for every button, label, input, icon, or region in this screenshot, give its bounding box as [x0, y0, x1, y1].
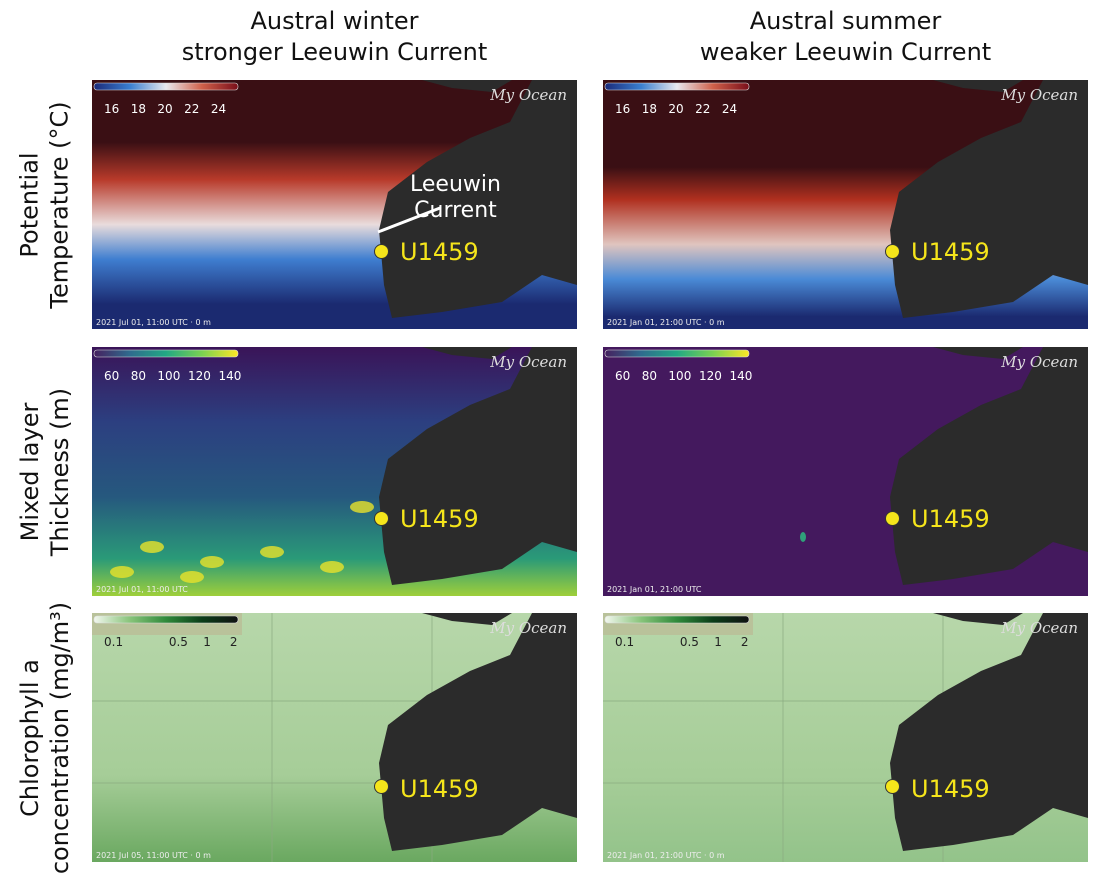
myocean-logo: My Ocean	[1001, 353, 1078, 371]
myocean-logo: My Ocean	[490, 353, 567, 371]
column-title: Austral winter	[250, 7, 419, 35]
timestamp: 2021 Jul 01, 11:00 UTC	[96, 585, 188, 594]
site-label: U1459	[400, 238, 479, 266]
colorbar-ticks: 16 18 20 22 24	[104, 102, 227, 116]
map-background	[603, 347, 1088, 596]
annotation-line: Current	[414, 198, 497, 223]
map-panel-mlt-summer: 60 80 100 120 140 My Ocean 2021 Jan 01, …	[603, 347, 1088, 596]
australia-landmass	[890, 80, 1088, 318]
row-label-line: Potential	[16, 152, 45, 258]
leeuwin-current-annotation: Leeuwin Current	[410, 172, 501, 224]
row-label-line: Temperature (°C)	[46, 101, 75, 309]
row-label-line: Thickness (m)	[46, 387, 75, 557]
australia-landmass	[890, 613, 1088, 851]
australia-landmass	[890, 347, 1088, 585]
myocean-logo: My Ocean	[490, 86, 567, 104]
annotation-line: Leeuwin	[410, 172, 501, 197]
row-label-mlt: Mixed layer Thickness (m)	[0, 347, 90, 597]
site-label: U1459	[400, 775, 479, 803]
map-background	[603, 613, 1088, 862]
timestamp: 2021 Jan 01, 21:00 UTC · 0 m	[607, 851, 725, 860]
row-label-chlorophyll: Chlorophyll a concentration (mg/m³)	[0, 602, 90, 874]
australia-landmass	[379, 347, 577, 585]
map-background	[92, 80, 577, 329]
map-background	[92, 613, 577, 862]
colorbar-temperature	[93, 82, 239, 91]
column-subtitle: stronger Leeuwin Current	[181, 38, 488, 66]
timestamp: 2021 Jul 05, 11:00 UTC · 0 m	[96, 851, 211, 860]
column-title: Austral summer	[749, 7, 942, 35]
site-marker	[374, 244, 389, 259]
colorbar-ticks: 0.1 0.5 1 2	[104, 635, 238, 649]
site-marker	[374, 511, 389, 526]
site-marker	[374, 779, 389, 794]
site-label: U1459	[911, 238, 990, 266]
myocean-logo: My Ocean	[1001, 86, 1078, 104]
column-header-summer: Austral summer weaker Leeuwin Current	[603, 6, 1088, 68]
colorbar-mlt	[93, 349, 239, 358]
site-label: U1459	[911, 505, 990, 533]
map-background	[603, 80, 1088, 329]
map-panel-temperature-winter: 16 18 20 22 24 My Ocean 2021 Jul 01, 11:…	[92, 80, 577, 329]
myocean-logo: My Ocean	[1001, 619, 1078, 637]
colorbar-mlt	[604, 349, 750, 358]
column-subtitle: weaker Leeuwin Current	[699, 38, 992, 66]
column-header-winter: Austral winter stronger Leeuwin Current	[92, 6, 577, 68]
site-marker	[885, 511, 900, 526]
site-marker	[885, 779, 900, 794]
colorbar-ticks: 60 80 100 120 140	[615, 369, 753, 383]
row-label-line: concentration (mg/m³)	[46, 601, 74, 875]
row-label-line: Chlorophyll a	[16, 659, 44, 817]
colorbar-ticks: 0.1 0.5 1 2	[615, 635, 749, 649]
timestamp: 2021 Jan 01, 21:00 UTC · 0 m	[607, 318, 725, 327]
site-label: U1459	[400, 505, 479, 533]
timestamp: 2021 Jul 01, 11:00 UTC · 0 m	[96, 318, 211, 327]
colorbar-chl	[604, 615, 750, 624]
colorbar-ticks: 60 80 100 120 140	[104, 369, 242, 383]
row-label-line: Mixed layer	[16, 402, 45, 542]
map-panel-chl-winter: 0.1 0.5 1 2 My Ocean 2021 Jul 05, 11:00 …	[92, 613, 577, 862]
colorbar-ticks: 16 18 20 22 24	[615, 102, 738, 116]
map-panel-chl-summer: 0.1 0.5 1 2 My Ocean 2021 Jan 01, 21:00 …	[603, 613, 1088, 862]
map-panel-temperature-summer: 16 18 20 22 24 My Ocean 2021 Jan 01, 21:…	[603, 80, 1088, 329]
map-panel-mlt-winter: 60 80 100 120 140 My Ocean 2021 Jul 01, …	[92, 347, 577, 596]
colorbar-chl	[93, 615, 239, 624]
timestamp: 2021 Jan 01, 21:00 UTC	[607, 585, 702, 594]
site-marker	[885, 244, 900, 259]
colorbar-temperature	[604, 82, 750, 91]
map-background	[92, 347, 577, 596]
row-label-temperature: Potential Temperature (°C)	[0, 80, 90, 330]
australia-landmass	[379, 613, 577, 851]
site-label: U1459	[911, 775, 990, 803]
myocean-logo: My Ocean	[490, 619, 567, 637]
australia-landmass	[379, 80, 577, 318]
